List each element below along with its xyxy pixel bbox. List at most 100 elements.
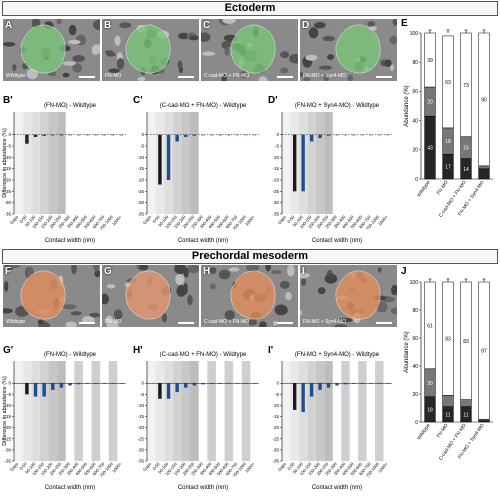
scale-bar (79, 76, 95, 78)
bg-band (307, 361, 316, 461)
data-bar (68, 134, 72, 136)
y-tick-label: -10 (272, 403, 279, 408)
y-tick-label: -5 (7, 392, 11, 397)
x-tick-label: Gaps (277, 214, 287, 225)
x-tick-label: Gaps (277, 461, 287, 472)
stack-segment (478, 165, 490, 170)
bg-band (39, 361, 49, 461)
stack-segment (442, 35, 454, 129)
micrograph-caption: FN-MO + Syn4-MO (303, 73, 347, 79)
panel-label: J (401, 266, 407, 277)
x-tick-label: 1000+ (111, 214, 123, 227)
bg-band (315, 361, 325, 461)
chart-title: (C-cad-MO + FN-MO) - Wildtype (160, 103, 247, 109)
y-tick-label: -30 (137, 447, 144, 452)
data-bar (252, 134, 257, 136)
stack-segment (442, 395, 454, 407)
segment-label: 83 (445, 337, 451, 343)
panel-label: A (5, 20, 13, 31)
data-bar (59, 383, 64, 388)
data-bar (76, 134, 81, 136)
data-bar (218, 134, 222, 136)
bg-band (22, 361, 32, 461)
panel-label: C' (133, 95, 143, 106)
bg-band (190, 112, 199, 214)
micrograph-f: F Wildtype (3, 265, 100, 327)
panel-label: C (203, 20, 211, 31)
bg-band (181, 112, 191, 214)
data-bar (51, 383, 55, 390)
ectoderm-header: Ectoderm (2, 1, 498, 16)
segment-label: 63 (445, 80, 451, 86)
x-axis-label: Contact width (nm) (178, 485, 228, 491)
data-bar (386, 134, 390, 136)
y-tick-label: -10 (4, 155, 11, 160)
y-tick-label: -25 (4, 189, 11, 194)
data-bar (326, 134, 331, 136)
bg-band (14, 112, 23, 214)
data-bar (326, 383, 331, 388)
data-bar (252, 383, 257, 384)
segment-label: 83 (463, 339, 469, 345)
data-bar (369, 383, 373, 384)
bg-band (48, 112, 58, 214)
y-tick-label: -5 (275, 144, 279, 149)
panel-label: D (302, 20, 310, 31)
segment-label: 39 (427, 58, 433, 64)
data-bar (192, 134, 197, 136)
bg-band (224, 361, 234, 461)
data-bar (377, 383, 381, 384)
y-tick-label: -15 (272, 166, 279, 171)
data-bar (119, 383, 124, 384)
bg-band (91, 361, 101, 461)
x-tick-label: Wildtype (416, 179, 432, 198)
bg-band (315, 112, 325, 214)
micrograph-caption: FN-MO + Syn4-MO (303, 319, 347, 325)
y-axis-label: Difference in abundance (%) (2, 128, 8, 198)
data-bar (184, 383, 188, 388)
data-bar (25, 383, 29, 395)
data-bar (94, 134, 98, 136)
data-bar (209, 383, 214, 384)
scale-bar (376, 76, 392, 78)
bg-band (190, 361, 199, 461)
chart-title: (FN-MO + Syn4-MO) - Wildtype (295, 103, 380, 109)
data-bar (85, 383, 89, 384)
segment-label: 18 (445, 139, 451, 145)
y-tick-label: -30 (272, 200, 279, 205)
data-bar (42, 134, 46, 136)
data-bar (343, 134, 348, 136)
micrograph-caption: C-cad-MO + FN-MO (204, 73, 250, 79)
y-tick-label: 60 (412, 336, 418, 342)
y-tick-label: -35 (272, 459, 279, 464)
scale-bar (277, 76, 293, 78)
x-tick-label: 0-50 (18, 214, 28, 224)
bg-band (155, 361, 165, 461)
panel-label: F (5, 266, 12, 277)
data-bar (166, 383, 171, 399)
bg-band (358, 361, 367, 461)
y-tick-label: -20 (4, 178, 11, 183)
y-tick-label: -5 (275, 392, 279, 397)
y-axis-label: Abundance (%) (404, 85, 410, 126)
y-tick-label: 60 (412, 89, 418, 95)
y-tick-label: 0 (141, 381, 144, 386)
y-tick-label: -20 (4, 425, 11, 430)
micrograph-d: D FN-MO + Syn4-MO (300, 19, 397, 81)
y-tick-label: 0 (8, 381, 11, 386)
bg-band (282, 112, 291, 214)
segment-label: 18 (427, 407, 433, 413)
data-bar (335, 383, 339, 386)
y-tick-label: -20 (137, 425, 144, 430)
x-axis-label: Contact width (nm) (312, 485, 362, 491)
micrograph-i: I FN-MO + Syn4-MO (300, 265, 397, 327)
y-tick-label: -15 (4, 414, 11, 419)
scale-bar (178, 76, 194, 78)
y-tick-label: 40 (412, 118, 418, 124)
x-tick-label: 1000+ (377, 214, 389, 227)
chart-title: (C-cad-MO + FN-MO) - Wildtype (160, 352, 247, 358)
bg-band (172, 361, 182, 461)
y-tick-label: 100 (410, 31, 419, 37)
y-tick-label: 20 (412, 148, 418, 154)
data-bar (293, 134, 297, 192)
